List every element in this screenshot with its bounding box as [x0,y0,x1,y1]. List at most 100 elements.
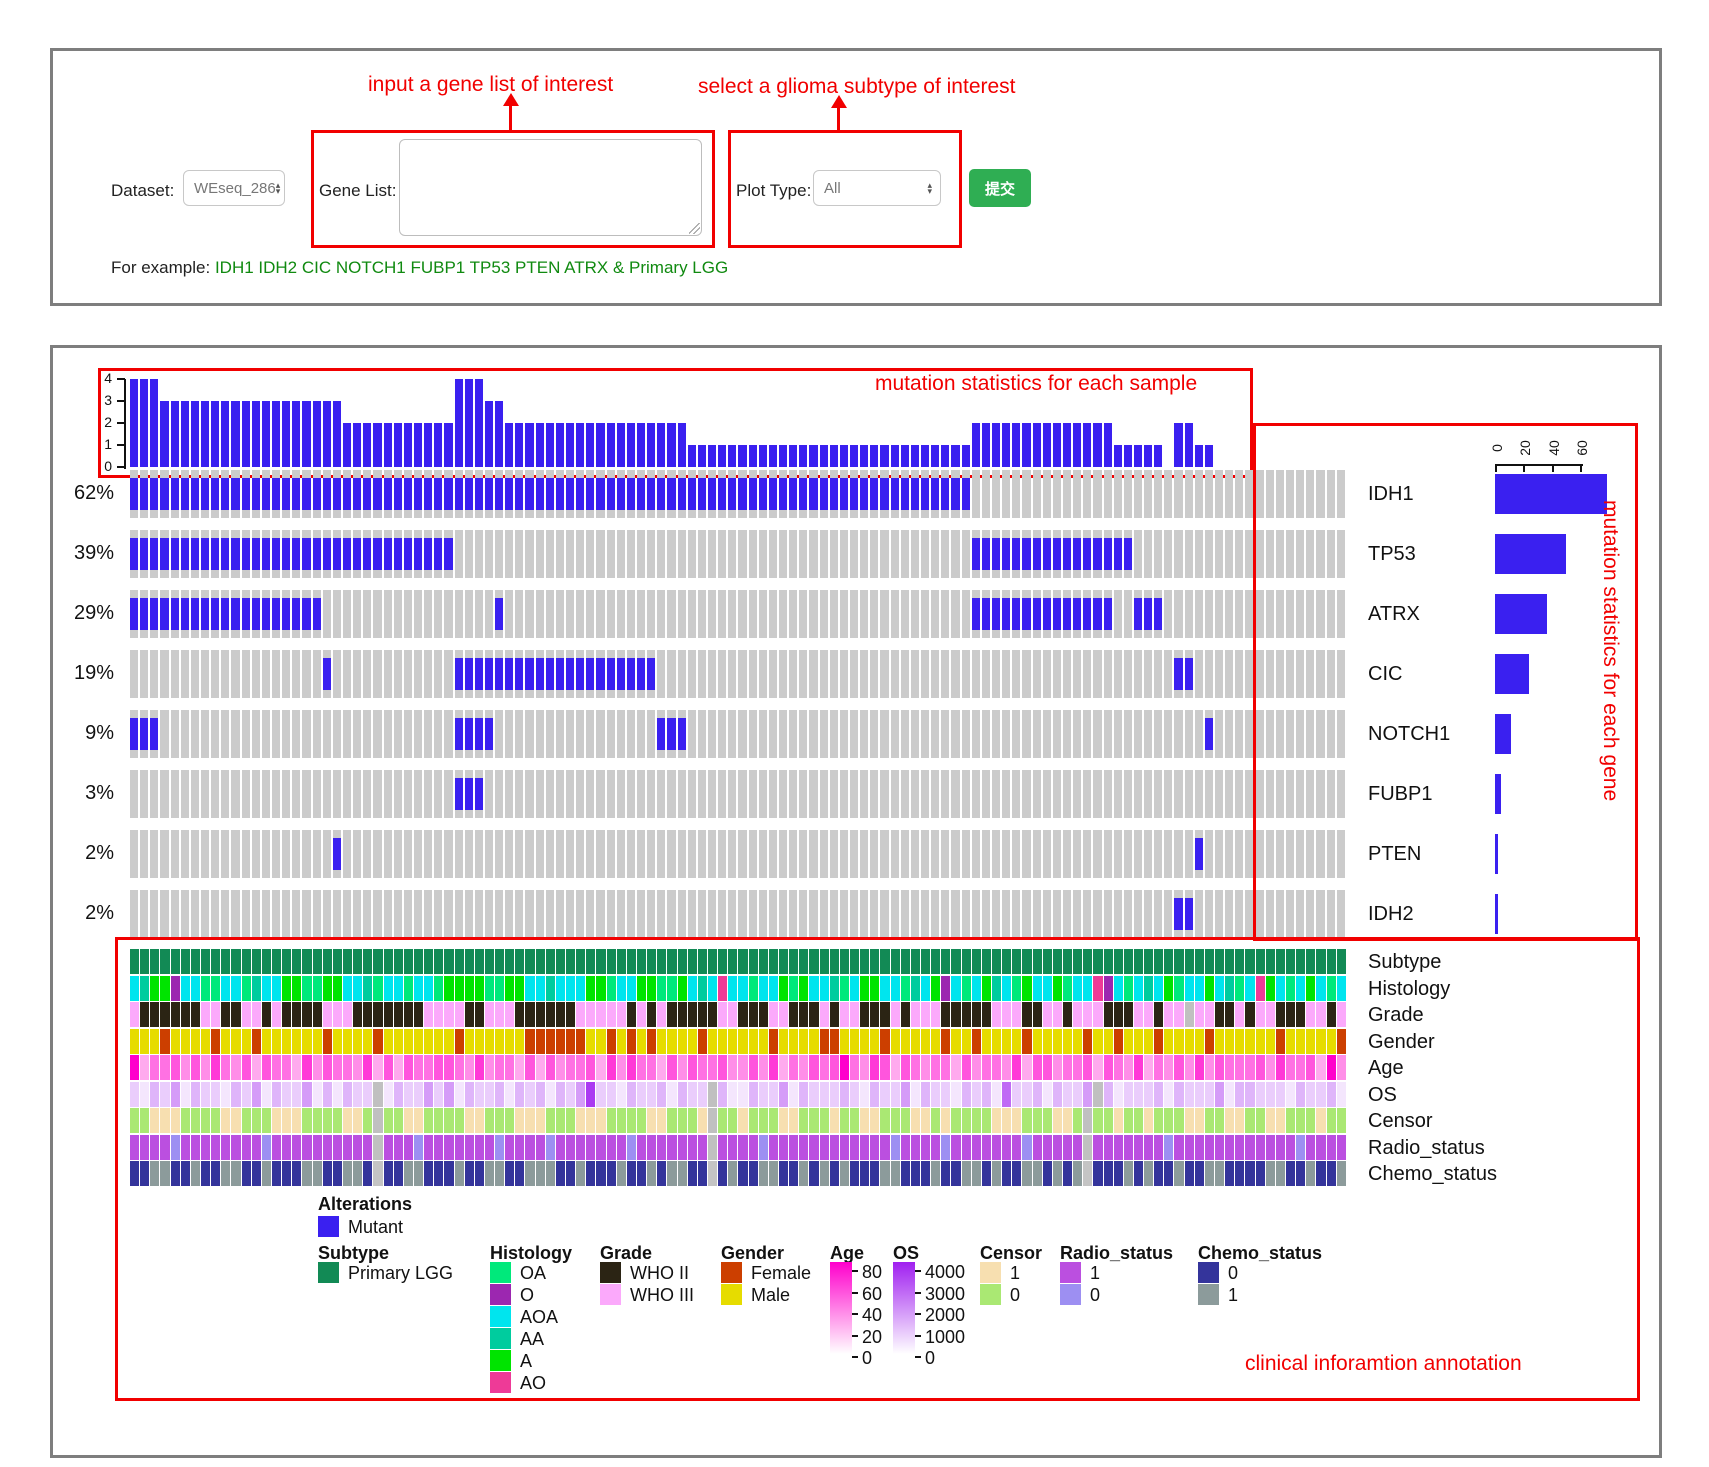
clinical-cell [576,1055,585,1080]
oncoprint-cell [424,830,432,878]
clinical-cell [1073,1029,1082,1054]
clinical-track-row [130,1108,1345,1133]
clinical-cell [1296,949,1305,974]
oncoprint-cell [667,710,675,758]
clinical-cell [617,1135,626,1160]
oncoprint-cell [1104,710,1112,758]
gene-list-textarea[interactable] [399,139,702,236]
oncoprint-cell [546,470,554,518]
clinical-cell [891,1161,900,1186]
clinical-cell [759,1161,768,1186]
oncoprint-cell [160,590,168,638]
submit-button[interactable]: 提交 [969,169,1031,207]
clinical-cell [870,1055,879,1080]
oncoprint-cell [637,890,645,938]
clinical-cell [799,1108,808,1133]
clinical-cell [820,1161,829,1186]
clinical-cell [972,1082,981,1107]
oncoprint-cell [505,830,513,878]
clinical-cell [211,1002,220,1027]
clinical-cell [911,1055,920,1080]
sample-bar [586,423,594,467]
legend-item-label: 1 [1010,1263,1020,1284]
oncoprint-cell [272,650,280,698]
textarea-resize-icon[interactable] [689,223,700,234]
clinical-cell [191,1055,200,1080]
clinical-cell [617,1161,626,1186]
dataset-select[interactable]: WEseq_286 ▴▾ [183,170,285,206]
oncoprint-cell [292,470,300,518]
oncoprint-cell [921,530,929,578]
oncoprint-cell [313,650,321,698]
clinical-cell [424,1082,433,1107]
clinical-cell [1134,1082,1143,1107]
oncoprint-cell [313,830,321,878]
gene-axis-tick-label: 20 [1517,434,1533,462]
oncoprint-cell [404,710,412,758]
mutant-cell [1104,598,1112,630]
clinical-cell [850,1002,859,1027]
select-arrows-icon: ▴ ▾ [927,182,932,194]
oncoprint-row [130,470,1345,518]
clinical-cell [1245,1108,1254,1133]
oncoprint-cell [1083,770,1091,818]
oncoprint-cell [1144,830,1152,878]
clinical-cell [1063,1108,1072,1133]
oncoprint-cell [1083,530,1091,578]
clinical-cell [850,1135,859,1160]
oncoprint-cell [1093,710,1101,758]
oncoprint-cell [1022,770,1030,818]
clinical-cell [465,1002,474,1027]
oncoprint-row [130,710,1345,758]
oncoprint-cell [718,830,726,878]
clinical-cell [333,949,342,974]
oncoprint-cell [870,650,878,698]
oncoprint-cell [343,710,351,758]
sample-bar [1083,423,1091,467]
clinical-cell [1114,1161,1123,1186]
clinical-cell [394,1002,403,1027]
plot-type-select[interactable]: All ▴▾ [813,170,941,206]
oncoprint-cell [373,710,381,758]
clinical-cell [657,1055,666,1080]
mutant-cell [901,478,909,510]
sample-bar [637,423,645,467]
oncoprint-cell [972,830,980,878]
mutant-cell [951,478,959,510]
oncoprint-cell [150,530,158,578]
annotation-arrow-line [837,106,840,130]
clinical-cell [708,1029,717,1054]
oncoprint-cell [657,470,665,518]
oncoprint-cell [992,830,1000,878]
oncoprint-cell [1104,890,1112,938]
oncoprint-cell [1164,650,1172,698]
clinical-cell [130,1029,139,1054]
mutant-cell [191,598,199,630]
clinical-cell [1114,976,1123,1001]
clinical-cell [1296,1108,1305,1133]
clinical-cell [252,1029,261,1054]
clinical-cell [1316,949,1325,974]
oncoprint-cell [1053,770,1061,818]
clinical-cell [282,1135,291,1160]
clinical-cell [546,1055,555,1080]
clinical-cell [130,1002,139,1027]
legend-swatch [980,1262,1001,1283]
oncoprint-cell [1073,530,1081,578]
oncoprint-cell [475,830,483,878]
oncoprint-cell [728,530,736,578]
clinical-cell [394,976,403,1001]
sample-bar [262,401,270,467]
oncoprint-cell [444,830,452,878]
oncoprint-cell [546,890,554,938]
oncoprint-cell [911,530,919,578]
mutant-cell [769,478,777,510]
mutant-cell [566,658,574,690]
oncoprint-cell [323,890,331,938]
oncoprint-cell [1093,650,1101,698]
oncoprint-cell [515,830,523,878]
clinical-cell [708,1161,717,1186]
clinical-cell [302,1029,311,1054]
clinical-cell [1012,1135,1021,1160]
clinical-cell [191,1082,200,1107]
